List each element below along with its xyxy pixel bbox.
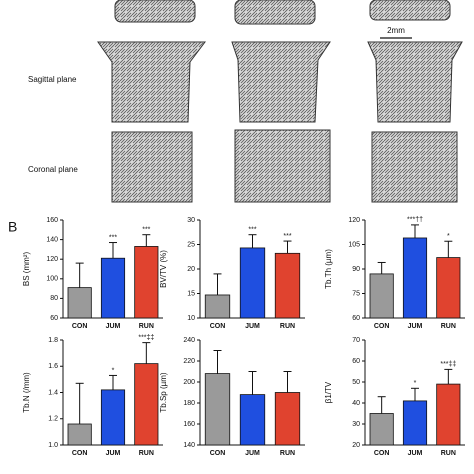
y-axis-label: Tb.N (/mm) — [22, 372, 31, 413]
bar — [67, 287, 92, 319]
x-tick-label: CON — [374, 323, 390, 330]
x-tick-label: JUM — [106, 450, 121, 457]
bar — [204, 294, 231, 319]
x-tick-label: CON — [72, 323, 88, 330]
y-tick-label: 160 — [183, 421, 195, 428]
x-tick-label: CON — [72, 450, 88, 457]
bar — [369, 273, 394, 319]
y-tick-label: 1.0 — [48, 442, 58, 449]
y-tick-label: 10 — [187, 315, 195, 322]
y-tick-label: 60 — [352, 315, 360, 322]
y-axis-label: Tb.Sp (µm) — [159, 372, 168, 413]
y-tick-label: 40 — [352, 400, 360, 407]
significance: *** — [248, 227, 256, 234]
bar — [239, 247, 266, 319]
y-tick-label: 120 — [46, 256, 58, 263]
y-tick-label: 105 — [348, 241, 360, 248]
significance: *** — [283, 233, 291, 240]
y-tick-label: 240 — [183, 337, 195, 344]
x-tick-label: JUM — [408, 450, 423, 457]
y-tick-label: 200 — [183, 379, 195, 386]
y-tick-label: 140 — [46, 236, 58, 243]
x-tick-label: RUN — [280, 323, 295, 330]
y-tick-label: 80 — [50, 295, 58, 302]
y-axis-label: BS (mm²) — [22, 252, 31, 287]
x-tick-label: RUN — [280, 450, 295, 457]
y-tick-label: 100 — [46, 276, 58, 283]
y-tick-label: 60 — [352, 358, 360, 365]
significance: *** — [142, 227, 150, 234]
y-tick-label: 1.6 — [48, 363, 58, 370]
y-tick-label: 1.2 — [48, 416, 58, 423]
x-tick-label: CON — [374, 450, 390, 457]
significance: * — [447, 233, 450, 240]
x-tick-label: CON — [210, 450, 226, 457]
y-tick-label: 20 — [352, 442, 360, 449]
bar — [134, 246, 159, 319]
y-tick-label: 20 — [187, 266, 195, 273]
y-tick-label: 90 — [352, 266, 360, 273]
scale-label: 2mm — [387, 26, 405, 35]
bar — [402, 237, 428, 319]
y-tick-label: 15 — [187, 290, 195, 297]
plane-label: Coronal plane — [28, 165, 78, 174]
bar — [239, 394, 266, 446]
bar — [436, 257, 461, 319]
significance: ***‡‡ — [440, 361, 456, 368]
y-tick-label: 120 — [348, 217, 360, 224]
ct-images — [97, 0, 463, 203]
y-tick-label: 1.8 — [48, 337, 58, 344]
bar — [436, 383, 461, 446]
significance: ***†† — [407, 217, 423, 224]
bar — [100, 257, 126, 319]
x-tick-label: RUN — [139, 323, 154, 330]
x-tick-label: JUM — [245, 323, 260, 330]
bar — [204, 373, 231, 446]
y-tick-label: 140 — [183, 442, 195, 449]
x-tick-label: JUM — [408, 323, 423, 330]
y-tick-label: 60 — [50, 315, 58, 322]
plane-label: Sagittal plane — [28, 75, 77, 84]
y-tick-label: 30 — [352, 421, 360, 428]
x-tick-label: CON — [210, 323, 226, 330]
bar — [134, 363, 159, 446]
significance: *** — [109, 234, 117, 241]
y-tick-label: 180 — [183, 400, 195, 407]
y-tick-label: 1.4 — [48, 389, 58, 396]
significance: * — [112, 367, 115, 374]
x-tick-label: RUN — [441, 450, 456, 457]
y-axis-label: β1/TV — [324, 381, 333, 403]
bar — [402, 400, 428, 446]
bar — [369, 413, 394, 446]
x-tick-label: RUN — [441, 323, 456, 330]
y-axis-label: Tb.Th (µm) — [324, 249, 333, 289]
bar — [274, 252, 301, 319]
x-tick-label: JUM — [106, 323, 121, 330]
bar — [100, 389, 126, 446]
significance: ***‡‡ — [138, 334, 154, 341]
y-axis-label: BV/TV (%) — [159, 250, 168, 288]
panel-label: B — [8, 219, 17, 235]
x-tick-label: RUN — [139, 450, 154, 457]
bar — [67, 423, 92, 446]
y-tick-label: 75 — [352, 290, 360, 297]
significance: * — [414, 380, 417, 387]
bar — [274, 392, 301, 446]
y-tick-label: 160 — [46, 217, 58, 224]
y-tick-label: 50 — [352, 379, 360, 386]
y-tick-label: 70 — [352, 337, 360, 344]
y-tick-label: 220 — [183, 358, 195, 365]
y-tick-label: 30 — [187, 217, 195, 224]
x-tick-label: JUM — [245, 450, 260, 457]
y-tick-label: 25 — [187, 241, 195, 248]
